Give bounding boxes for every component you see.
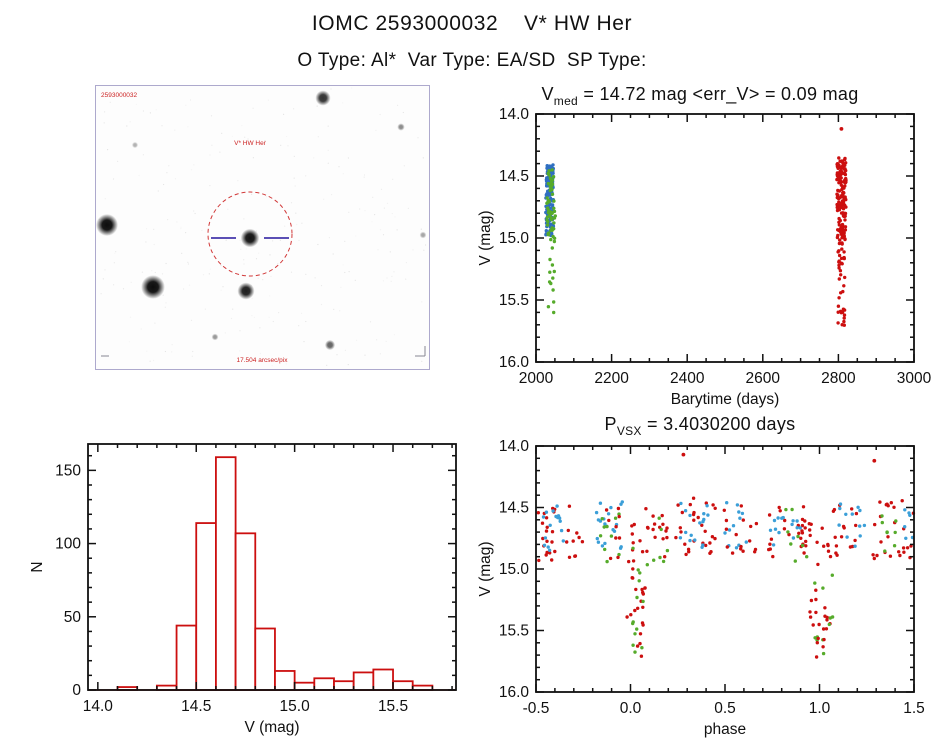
phase-title-subscript: VSX <box>616 424 642 438</box>
svg-text:0.5: 0.5 <box>714 700 736 717</box>
svg-text:N: N <box>29 561 46 572</box>
svg-text:16.0: 16.0 <box>499 354 530 371</box>
svg-text:phase: phase <box>704 721 746 738</box>
svg-text:0.0: 0.0 <box>620 700 642 717</box>
svg-text:1.5: 1.5 <box>903 700 925 717</box>
svg-text:2200: 2200 <box>594 370 629 387</box>
svg-text:14.0: 14.0 <box>499 106 530 123</box>
svg-text:2600: 2600 <box>746 370 781 387</box>
phase-plot: -0.5 0.0 0.5 1.0 1.5 14.0 14.5 15.0 15.5 16.0 phas… <box>477 438 925 738</box>
lightcurve-title-var: V <box>541 84 554 104</box>
phase-title: PVSX = 3.4030200 days <box>462 414 938 438</box>
svg-text:2000: 2000 <box>519 370 554 387</box>
svg-text:V (mag): V (mag) <box>244 719 299 736</box>
lightcurve-plot: 2000 2200 2400 2600 2800 3000 14.0 14.5 15.0 15.5… <box>477 106 932 408</box>
svg-text:V (mag): V (mag) <box>477 541 494 596</box>
svg-text:14.0: 14.0 <box>499 438 530 455</box>
svg-text:Barytime (days): Barytime (days) <box>671 391 780 408</box>
svg-text:16.0: 16.0 <box>499 684 530 701</box>
page-subtitle: O Type: Al* Var Type: EA/SD SP Type: <box>297 50 647 71</box>
phase-title-value: = 3.4030200 days <box>641 414 796 434</box>
svg-text:2800: 2800 <box>821 370 856 387</box>
svg-text:-0.5: -0.5 <box>523 700 550 717</box>
lightcurve-title-value: = 14.72 mag <err_V> = 0.09 mag <box>578 84 859 104</box>
svg-text:V* HW Her: V* HW Her <box>234 140 267 147</box>
svg-text:0: 0 <box>72 682 81 699</box>
finding-chart-image: 2593000032 V* HW Her 17.504 arcsec/pix <box>95 85 430 370</box>
svg-text:15.0: 15.0 <box>499 561 530 578</box>
svg-text:100: 100 <box>55 536 81 553</box>
svg-text:15.5: 15.5 <box>499 292 529 309</box>
svg-text:3000: 3000 <box>897 370 932 387</box>
svg-text:50: 50 <box>64 609 82 626</box>
lightcurve-title-subscript: med <box>553 94 579 108</box>
histogram-plot: 14.0 14.5 15.0 15.5 0 50 100 150 V (mag) N <box>29 443 457 736</box>
svg-text:1.0: 1.0 <box>809 700 831 717</box>
svg-text:15.0: 15.0 <box>280 698 311 715</box>
svg-text:14.5: 14.5 <box>499 168 529 185</box>
svg-text:17.504 arcsec/pix: 17.504 arcsec/pix <box>237 357 289 364</box>
svg-text:2593000032: 2593000032 <box>101 92 138 99</box>
page-title: IOMC 2593000032 V* HW Her <box>311 12 633 35</box>
svg-text:14.5: 14.5 <box>499 500 529 517</box>
svg-text:V (mag): V (mag) <box>477 210 494 265</box>
svg-text:14.0: 14.0 <box>83 698 114 715</box>
svg-text:150: 150 <box>55 462 81 479</box>
svg-text:15.0: 15.0 <box>499 230 530 247</box>
phase-title-var: P <box>604 414 617 434</box>
svg-text:15.5: 15.5 <box>499 623 529 640</box>
svg-text:14.5: 14.5 <box>181 698 211 715</box>
svg-text:2400: 2400 <box>670 370 705 387</box>
svg-text:15.5: 15.5 <box>378 698 408 715</box>
lightcurve-title: Vmed = 14.72 mag <err_V> = 0.09 mag <box>462 84 938 108</box>
